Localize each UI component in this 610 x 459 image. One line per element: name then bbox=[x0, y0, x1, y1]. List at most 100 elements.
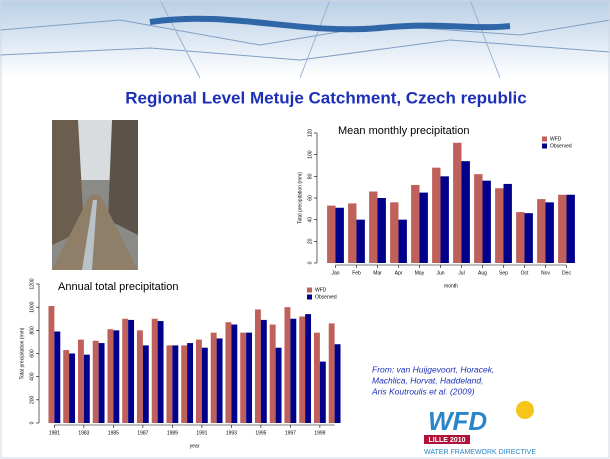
x-tick-label: May bbox=[415, 270, 425, 276]
bar bbox=[261, 320, 267, 423]
legend-swatch bbox=[542, 137, 547, 142]
legend-label: WFD bbox=[315, 287, 327, 293]
y-axis-label: Total precipitation (mm) bbox=[297, 172, 303, 224]
bar bbox=[69, 354, 75, 424]
bar bbox=[93, 341, 99, 423]
logo-sun bbox=[516, 401, 534, 419]
bar bbox=[270, 325, 276, 423]
bar bbox=[158, 321, 164, 423]
slide-title: Regional Level Metuje Catchment, Czech r… bbox=[125, 88, 526, 107]
y-tick-label: 800 bbox=[29, 326, 35, 335]
x-tick-label: Aug bbox=[478, 270, 487, 276]
photo bbox=[52, 120, 138, 270]
y-tick-label: 20 bbox=[307, 238, 313, 244]
bar bbox=[320, 362, 326, 423]
citation: Aris Koutroulis et al. (2009) bbox=[371, 386, 475, 396]
y-tick-label: 1000 bbox=[29, 301, 35, 312]
bar bbox=[329, 323, 335, 423]
legend-swatch bbox=[307, 288, 312, 293]
logo: WFD LILLE 2010 WATER FRAMEWORK DIRECTIVE bbox=[424, 401, 536, 456]
y-tick-label: 0 bbox=[307, 261, 313, 264]
x-tick-label: 1987 bbox=[137, 430, 148, 436]
bar bbox=[336, 208, 344, 263]
x-tick-label: 1981 bbox=[49, 430, 60, 436]
x-tick-label: Jul bbox=[458, 270, 464, 276]
bar bbox=[420, 193, 428, 263]
logo-event: LILLE 2010 bbox=[429, 437, 466, 444]
y-tick-label: 60 bbox=[307, 195, 313, 201]
bar bbox=[441, 176, 449, 263]
bar bbox=[211, 333, 217, 423]
bar bbox=[378, 198, 386, 263]
y-tick-label: 80 bbox=[307, 173, 313, 179]
bar bbox=[181, 345, 187, 423]
bar bbox=[99, 343, 105, 423]
bar bbox=[474, 174, 482, 263]
bar bbox=[348, 203, 356, 263]
y-tick-label: 600 bbox=[29, 349, 35, 358]
bar bbox=[255, 309, 261, 423]
y-axis-label: Total precipitation (mm) bbox=[19, 327, 25, 379]
x-tick-label: 1999 bbox=[314, 430, 325, 436]
bar bbox=[537, 199, 545, 263]
bar bbox=[231, 325, 237, 423]
chart-title: Mean monthly precipitation bbox=[338, 125, 469, 137]
x-tick-label: Sep bbox=[499, 270, 508, 276]
bar bbox=[390, 202, 398, 263]
slide: Regional Level Metuje Catchment, Czech r… bbox=[0, 0, 610, 459]
y-tick-label: 0 bbox=[29, 421, 35, 424]
bar bbox=[357, 220, 365, 263]
bar bbox=[48, 306, 54, 423]
bar bbox=[525, 213, 533, 263]
logo-text: WFD bbox=[428, 406, 487, 436]
bar bbox=[196, 340, 202, 423]
bar bbox=[128, 320, 134, 423]
bar bbox=[63, 350, 69, 423]
y-tick-label: 40 bbox=[307, 217, 313, 223]
legend-label: Observed bbox=[550, 143, 572, 149]
bar bbox=[369, 192, 377, 264]
legend-swatch bbox=[542, 144, 547, 149]
y-tick-label: 100 bbox=[307, 150, 313, 159]
bar bbox=[483, 181, 491, 263]
x-tick-label: Apr bbox=[395, 270, 403, 276]
bar bbox=[84, 355, 90, 423]
bar bbox=[432, 168, 440, 263]
bar bbox=[546, 202, 554, 263]
x-tick-label: 1983 bbox=[78, 430, 89, 436]
bar bbox=[305, 314, 311, 423]
bar bbox=[113, 330, 119, 423]
y-tick-label: 200 bbox=[29, 395, 35, 404]
bar bbox=[335, 344, 341, 423]
x-tick-label: 1995 bbox=[255, 430, 266, 436]
bar bbox=[143, 345, 149, 423]
chart-title: Annual total precipitation bbox=[58, 281, 178, 293]
bar bbox=[240, 333, 246, 423]
bar bbox=[290, 319, 296, 423]
bar bbox=[462, 161, 470, 263]
citation: From: van Huijgevoort, Horacek, bbox=[372, 364, 494, 374]
bar bbox=[152, 319, 158, 423]
bar bbox=[172, 345, 178, 423]
bar bbox=[314, 333, 320, 423]
x-axis-label: year bbox=[190, 443, 200, 449]
bar bbox=[166, 345, 172, 423]
bar bbox=[567, 195, 575, 263]
x-tick-label: Jun bbox=[436, 270, 444, 276]
x-tick-label: Nov bbox=[541, 270, 550, 276]
legend-swatch bbox=[307, 295, 312, 300]
x-tick-label: Dec bbox=[562, 270, 571, 276]
y-tick-label: 400 bbox=[29, 372, 35, 381]
bar bbox=[399, 220, 407, 263]
x-axis-label: month bbox=[444, 283, 458, 289]
bar bbox=[516, 212, 524, 263]
bar bbox=[276, 348, 282, 423]
bar bbox=[202, 348, 208, 423]
bar bbox=[327, 206, 335, 263]
citation: Machlica, Horvat, Haddeland, bbox=[372, 375, 484, 385]
y-tick-label: 120 bbox=[307, 129, 313, 138]
bar bbox=[558, 195, 566, 263]
bar bbox=[122, 319, 128, 423]
bar bbox=[107, 329, 113, 423]
bar bbox=[137, 330, 143, 423]
